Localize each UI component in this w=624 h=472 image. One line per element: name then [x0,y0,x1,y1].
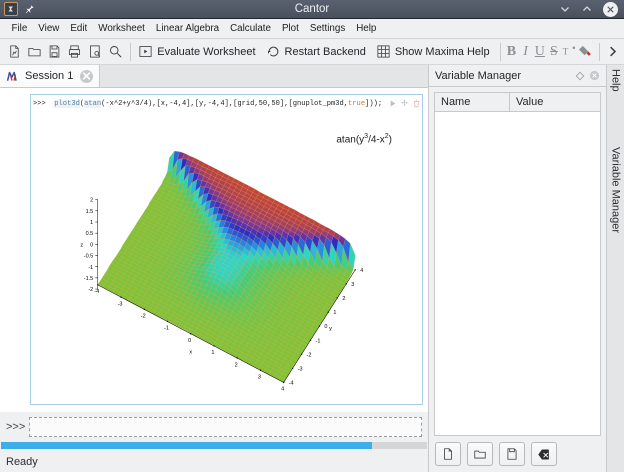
svg-text:-1.5: -1.5 [84,276,93,282]
svg-text:-0.5: -0.5 [84,254,93,260]
svg-text:0: 0 [90,242,93,248]
svg-text:3: 3 [258,374,261,380]
svg-text:4: 4 [281,387,284,393]
svg-text:2: 2 [342,296,345,302]
svg-text:T: T [563,48,569,58]
svg-text:y: y [329,326,332,332]
svg-text:-2: -2 [88,287,93,293]
svg-text:-4: -4 [94,289,99,295]
svg-text:-2: -2 [307,352,312,358]
svg-text:-1: -1 [316,338,321,344]
svg-text:-1: -1 [164,326,169,332]
svg-text:x: x [189,349,192,355]
svg-text:2: 2 [90,198,93,204]
svg-text:0: 0 [188,338,191,344]
svg-text:-4: -4 [289,380,294,386]
svg-text:-1: -1 [88,265,93,271]
svg-text:z: z [80,242,83,248]
svg-text:1: 1 [90,220,93,226]
svg-text:0.5: 0.5 [86,231,94,237]
svg-text:-3: -3 [298,366,303,372]
svg-text:-2: -2 [141,314,146,320]
svg-text:0: 0 [324,324,327,330]
svg-text:1: 1 [211,350,214,356]
svg-text:3: 3 [351,282,354,288]
svg-text:1.5: 1.5 [86,209,94,215]
svg-text:4: 4 [360,268,363,274]
svg-text:-3: -3 [118,301,123,307]
svg-text:1: 1 [333,310,336,316]
svg-text:2: 2 [235,362,238,368]
